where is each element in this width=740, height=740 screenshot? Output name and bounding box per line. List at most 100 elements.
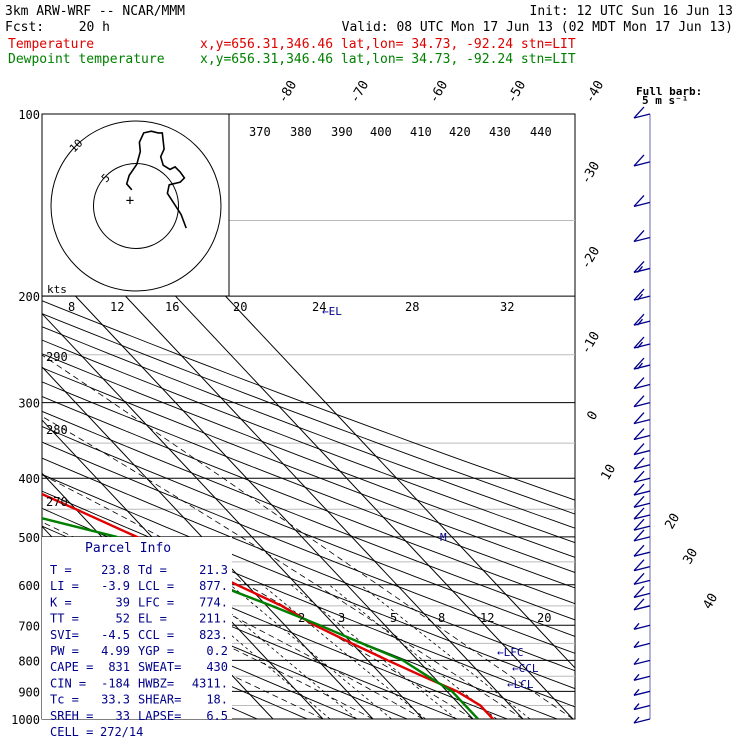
barb-flag <box>633 336 645 349</box>
mixing-ratio-label: 8 <box>68 300 75 314</box>
dry-adiabat <box>42 562 408 719</box>
parcel-value: -4.5 <box>101 628 130 642</box>
dewpoint-profile <box>42 516 479 719</box>
dry-adiabat <box>42 353 575 558</box>
mixing-ratio-label: 24 <box>312 300 326 314</box>
barb-staff <box>633 343 651 349</box>
mixing-ratio-line <box>229 584 392 719</box>
mixing-ratio-label: 28 <box>405 300 419 314</box>
pressure-tick-label: 700 <box>18 619 40 633</box>
parcel-label: CAPE = <box>50 660 93 674</box>
wind-barb <box>633 622 651 630</box>
barb-flag <box>633 395 645 408</box>
isotherm-label: -50 <box>504 78 529 106</box>
parcel-value: 18. <box>206 693 228 707</box>
barb-staff <box>633 201 651 208</box>
barb-half <box>637 318 643 326</box>
parcel-value: 33 <box>116 709 130 723</box>
barb-flag <box>633 495 645 508</box>
wind-barb <box>633 230 651 243</box>
dry-adiabat <box>42 396 575 605</box>
barb-staff <box>633 592 651 599</box>
barb-staff <box>633 113 651 119</box>
moist-adiabat <box>42 416 524 719</box>
barb-flag <box>633 412 645 425</box>
barb-staff <box>633 490 651 496</box>
mixing-ratio-label: 20 <box>537 611 551 625</box>
moist-adiabat <box>42 474 474 719</box>
parcel-value: 430 <box>206 660 228 674</box>
parcel-value: 52 <box>116 612 130 626</box>
parcel-label: T = <box>50 563 72 577</box>
barb-half <box>633 716 640 724</box>
barb-flag <box>633 443 645 456</box>
parcel-table: T = 23.8 Td = 21.3 LI = -3.9 LCL = 877. K = 39 LFC… <box>50 563 228 739</box>
barb-staff <box>633 502 651 508</box>
barb-flag <box>633 559 645 572</box>
theta-label: 430 <box>489 125 511 139</box>
parcel-value: 877. <box>199 579 228 593</box>
barb-flag <box>633 529 645 542</box>
theta-label: 440 <box>530 125 552 139</box>
wind-barb <box>633 673 651 681</box>
pressure-tick-label: 100 <box>18 108 40 122</box>
wind-barb <box>633 703 651 711</box>
parcel-label: Tc = <box>50 693 79 707</box>
barb-units: 5 m s⁻¹ <box>642 94 688 107</box>
theta-label: 410 <box>410 125 432 139</box>
mixing-ratio-label: 2 <box>298 611 305 625</box>
barb-staff <box>633 525 651 531</box>
dry-adiabat <box>42 313 575 515</box>
parcel-label: TT = <box>50 612 79 626</box>
barb-staff <box>633 718 651 724</box>
isotherm-label: 30 <box>680 546 701 567</box>
pressure-tick-label: 400 <box>18 472 40 486</box>
barb-flag <box>633 261 645 273</box>
wind-barb <box>633 313 651 326</box>
parcel-value: 33.3 <box>101 693 130 707</box>
pressure-tick-label: 800 <box>18 654 40 668</box>
isotherm-label: -80 <box>275 78 300 106</box>
parcel-label: HWBZ= <box>138 676 174 690</box>
parcel-value: 823. <box>199 628 228 642</box>
parcel-label: YGP = <box>138 644 174 658</box>
parcel-value: 272/14 <box>100 725 143 739</box>
barb-flag <box>633 457 645 470</box>
dry-adiabat <box>42 367 575 573</box>
theta-label: 290 <box>46 350 68 364</box>
barb-half <box>633 673 640 681</box>
barb-flag <box>633 572 645 585</box>
isotherm-label: -60 <box>426 78 451 106</box>
wind-barb <box>633 443 651 456</box>
parcel-label: CIN = <box>50 676 86 690</box>
theta-label: 270 <box>46 495 68 509</box>
el-marker: ←EL <box>322 305 342 318</box>
dry-adiabat <box>42 300 575 501</box>
barb-staff <box>633 320 651 326</box>
parcel-value: 6.5 <box>206 709 228 723</box>
barb-half <box>637 341 643 349</box>
dry-adiabat <box>42 473 575 690</box>
parcel-value: -184 <box>101 676 130 690</box>
barb-flag <box>633 377 645 389</box>
isotherm <box>42 366 374 719</box>
temperature-legend-info: x,y=656.31,346.46 lat,lon= 34.73, -92.24… <box>200 37 576 52</box>
parcel-label: LCL = <box>138 579 174 593</box>
ccl-marker: ←CCL <box>512 662 539 675</box>
parcel-value: 774. <box>199 595 228 609</box>
parcel-label: SWEAT= <box>138 660 181 674</box>
dewpoint-legend-label: Dewpoint temperature <box>8 52 165 67</box>
dewpoint-legend-info: x,y=656.31,346.46 lat,lon= 34.73, -92.24… <box>200 52 576 67</box>
parcel-value: 831 <box>108 660 130 674</box>
barb-half <box>633 657 640 665</box>
isotherm-label: 0 <box>584 409 601 423</box>
valid-time: Valid: 08 UTC Mon 17 Jun 13 (02 MDT Mon … <box>342 20 733 35</box>
isotherm-label: -40 <box>582 78 607 106</box>
barb-staff <box>633 383 651 390</box>
barb-flag <box>633 483 645 496</box>
parcel-label: SVI= <box>50 628 79 642</box>
hodograph-frame <box>41 113 230 297</box>
barb-flag <box>633 585 645 598</box>
wind-barb <box>633 585 651 599</box>
